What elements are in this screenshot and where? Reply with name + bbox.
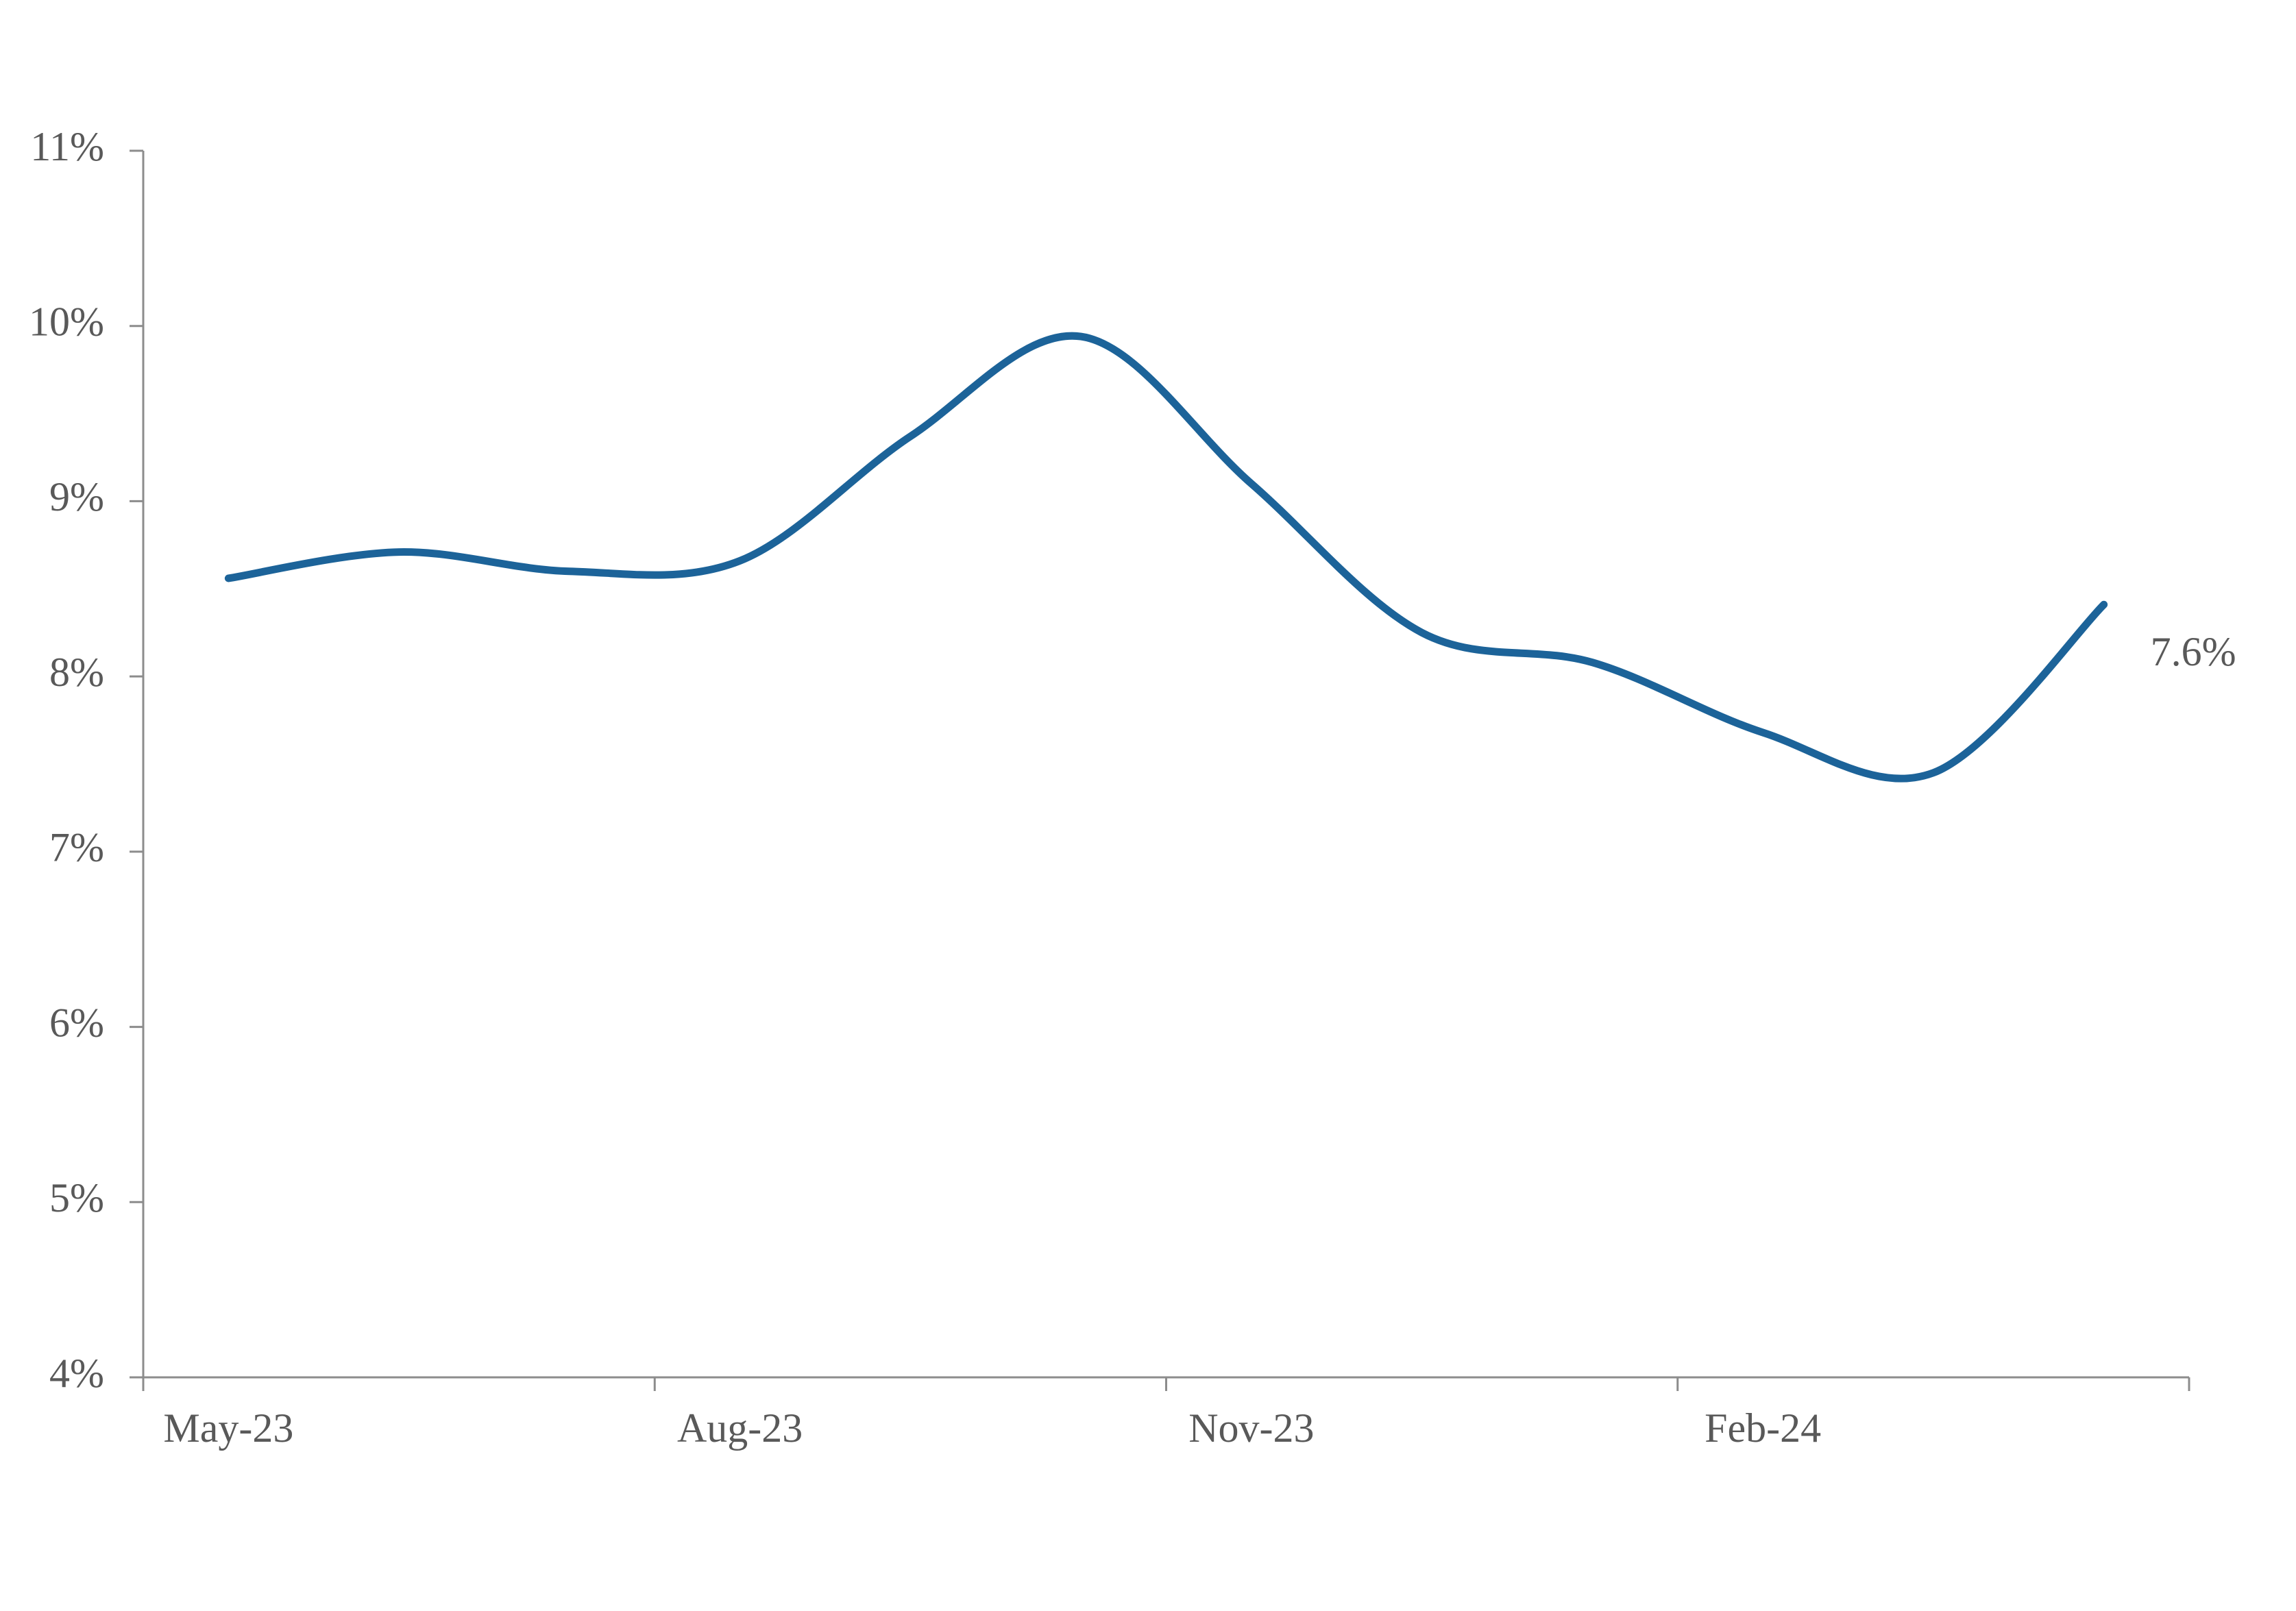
line-series: [224, 332, 2108, 783]
y-tick-label: 11%: [30, 124, 104, 169]
y-tick-label: 6%: [49, 1000, 104, 1045]
x-tick-label: Aug-23: [677, 1405, 803, 1451]
y-tick-label: 5%: [49, 1175, 104, 1220]
y-tick-label: 10%: [29, 299, 104, 344]
y-tick-label: 4%: [49, 1351, 104, 1396]
x-tick-label: Nov-23: [1188, 1405, 1314, 1451]
y-tick-label: 9%: [49, 474, 104, 519]
annotation: 7.6%: [2151, 629, 2236, 674]
x-tick-label: May-23: [163, 1405, 293, 1451]
y-tick-label: 7%: [49, 825, 104, 870]
y-tick-label: 8%: [49, 650, 104, 695]
x-tick-label: Feb-24: [1705, 1405, 1821, 1451]
